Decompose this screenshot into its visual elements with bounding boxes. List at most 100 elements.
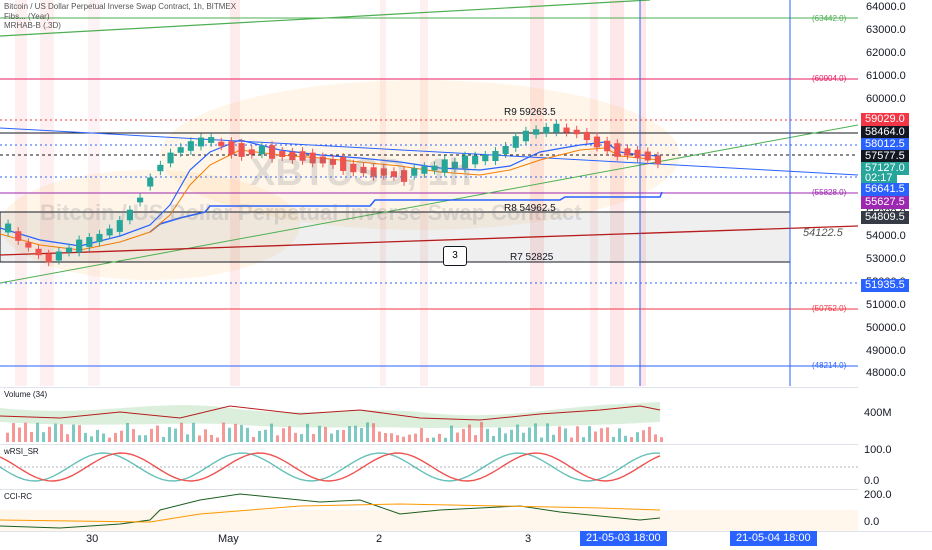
volume-bar: [540, 437, 543, 442]
volume-bar: [420, 428, 423, 442]
volume-bar: [90, 436, 93, 442]
moving-average: [0, 147, 661, 251]
level-label: 54122.5: [803, 227, 843, 239]
trend-line: [0, 225, 858, 256]
candle-body: [279, 151, 286, 157]
volume-bar: [474, 435, 477, 442]
candle-body: [96, 233, 103, 243]
candle-body: [248, 149, 255, 155]
candle-body: [472, 155, 479, 165]
volume-bar: [444, 437, 447, 442]
candle-body: [502, 145, 509, 155]
candle-body: [55, 251, 62, 261]
rsi-tick: 0.0: [864, 475, 880, 487]
volume-bar: [288, 426, 291, 442]
volume-bar: [378, 431, 381, 442]
volume-title[interactable]: Volume (34): [4, 390, 48, 399]
candle-body: [390, 171, 397, 177]
price-tag: 58012.5: [861, 138, 909, 151]
volume-bar: [486, 428, 489, 442]
candle-body: [319, 156, 326, 164]
indicator-mrhab[interactable]: MRHAB-B (.3D): [4, 21, 61, 30]
volume-bar: [30, 431, 33, 442]
volume-bar: [348, 426, 351, 442]
volume-bar: [42, 432, 45, 442]
volume-bar: [528, 427, 531, 442]
r8-label: R8 54962.5: [504, 203, 556, 214]
volume-chart[interactable]: [0, 388, 858, 444]
chart-title[interactable]: Bitcoin / US Dollar Perpetual Inverse Sw…: [4, 2, 237, 11]
volume-bar: [618, 428, 621, 442]
candle-body: [421, 166, 428, 174]
volume-bar: [324, 426, 327, 442]
volume-bar: [438, 433, 441, 442]
price-axis[interactable]: 64000.063000.062000.061000.060000.059000…: [858, 0, 932, 386]
volume-bar: [306, 423, 309, 442]
volume-bar: [108, 437, 111, 442]
candle-body: [614, 143, 621, 157]
volume-bar: [372, 423, 375, 442]
candle-body: [15, 231, 22, 241]
candle-body: [451, 161, 458, 169]
volume-bar: [222, 422, 225, 442]
candle-body: [35, 248, 42, 256]
volume-bar: [396, 435, 399, 442]
rsi-chart[interactable]: [0, 445, 858, 489]
cci-axis: 200.0 0.0: [858, 489, 932, 531]
fib-label: (48214.0): [812, 361, 847, 370]
cci-chart[interactable]: [0, 490, 858, 532]
volume-bar: [564, 428, 567, 442]
candle-body: [604, 140, 611, 152]
candle-body: [228, 141, 235, 155]
cci-title[interactable]: CCI-RC: [4, 492, 32, 501]
time-label: 3: [525, 533, 532, 545]
cci-tick: 0.0: [864, 516, 880, 528]
price-chart[interactable]: [0, 0, 858, 386]
candle-body: [482, 154, 489, 162]
crosshair-time-tag: 21-05-03 18:00: [580, 531, 667, 546]
volume-bar: [234, 423, 237, 442]
price-pane[interactable]: XBTUSD, 1h Bitcoin / US Dollar Perpetual…: [0, 0, 858, 386]
volume-bar: [72, 424, 75, 442]
volume-bar: [36, 422, 39, 442]
candle-body: [65, 247, 73, 253]
volume-bar: [84, 432, 87, 442]
volume-bar: [192, 422, 195, 442]
indicator-fibs[interactable]: Fibs... (Year): [4, 12, 50, 21]
volume-bar: [330, 433, 333, 442]
volume-bar: [450, 425, 453, 442]
cci-line: [0, 493, 661, 529]
volume-bar: [216, 437, 219, 442]
cci-pane[interactable]: CCI-RC: [0, 489, 858, 532]
volume-bar: [642, 430, 645, 442]
volume-bar: [522, 432, 525, 442]
rsi-title[interactable]: wRSI_SR: [4, 447, 39, 456]
candle-body: [106, 228, 113, 236]
time-label: 2: [376, 533, 383, 545]
candle-body: [157, 164, 164, 172]
volume-bar: [552, 434, 555, 442]
cci-signal: [0, 503, 661, 523]
candle-body: [461, 155, 469, 169]
time-axis[interactable]: [0, 531, 932, 550]
candle-body: [431, 165, 438, 171]
volume-bar: [102, 433, 105, 442]
volume-axis: 400M: [858, 387, 932, 443]
volume-bar: [594, 431, 597, 442]
volume-bar: [126, 423, 129, 442]
candle-body: [218, 141, 225, 147]
volume-bar: [228, 427, 231, 442]
range-box: [0, 211, 791, 263]
callout-box[interactable]: 3: [443, 246, 467, 266]
volume-bar: [96, 429, 99, 442]
volume-bar: [654, 434, 657, 442]
rsi-tick: 100.0: [864, 444, 892, 456]
price-tick: 62000.0: [866, 47, 906, 59]
volume-bar: [660, 437, 663, 442]
rsi-pane[interactable]: wRSI_SR: [0, 444, 858, 489]
candle-body: [329, 159, 337, 165]
volume-bar: [168, 427, 171, 442]
volume-pane[interactable]: Volume (34): [0, 387, 858, 444]
price-tick: 50000.0: [866, 322, 906, 334]
